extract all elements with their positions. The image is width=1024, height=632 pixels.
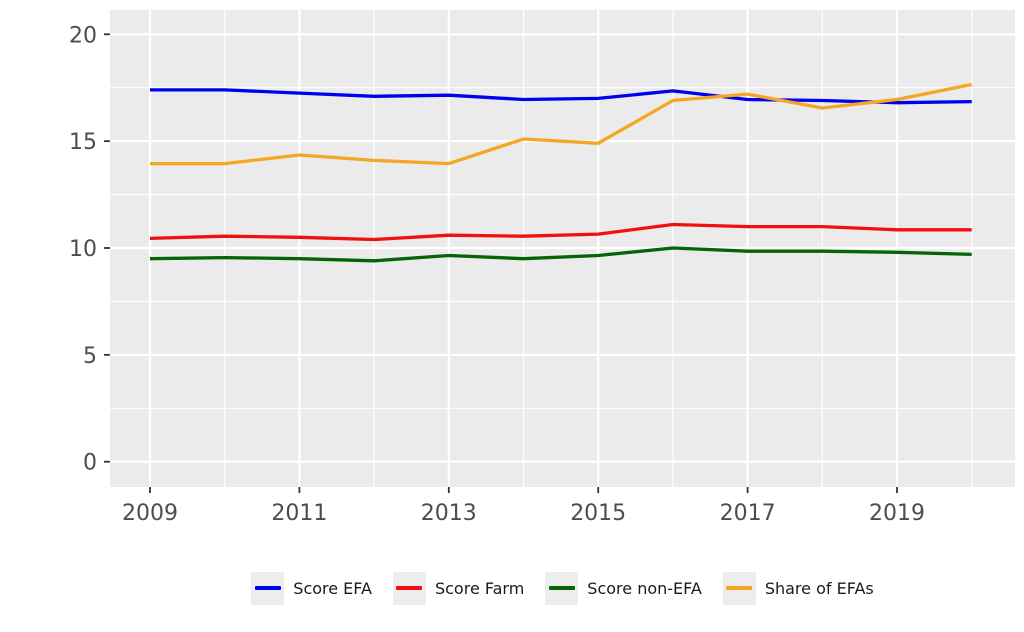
x-tick-label: 2017 — [720, 501, 776, 526]
legend-key-box — [392, 571, 426, 605]
legend-label-score-non-efa: Score non-EFA — [587, 578, 702, 598]
legend-label-score-farm: Score Farm — [434, 578, 525, 598]
y-tick-label: 10 — [69, 237, 97, 262]
x-tick-label: 2015 — [570, 501, 626, 526]
y-tick-label: 20 — [69, 23, 97, 48]
y-tick-label: 15 — [69, 130, 97, 155]
legend-label-share-of-efas: Share of EFAs — [764, 578, 874, 598]
series-line-share-of-efas — [150, 82, 973, 166]
legend-item-score-farm: Score Farm — [392, 571, 525, 605]
score-non-efa-line-icon — [548, 586, 575, 590]
legend-key-box — [722, 571, 756, 605]
score-farm-line-icon — [396, 586, 423, 590]
legend-item-score-non-efa: Score non-EFA — [545, 571, 702, 605]
y-tick-label: 5 — [83, 344, 97, 369]
x-tick-label: 2013 — [421, 501, 477, 526]
legend-item-score-efa: Score EFA — [251, 571, 372, 605]
legend: Score EFA Score Farm Score non-EFA Share… — [110, 570, 1015, 606]
y-tick-label: 0 — [83, 451, 97, 476]
share-of-efas-line-icon — [726, 586, 753, 590]
legend-item-share-of-efas: Share of EFAs — [722, 571, 874, 605]
series-line-score-non-efa — [149, 246, 972, 263]
legend-key-box — [545, 571, 579, 605]
legend-key-box — [251, 571, 285, 605]
legend-label-score-efa: Score EFA — [293, 578, 372, 598]
series-line-score-farm — [149, 222, 972, 242]
series-line-score-efa — [150, 88, 972, 105]
score-efa-line-icon — [254, 586, 281, 590]
x-tick-label: 2011 — [271, 501, 327, 526]
x-tick-label: 2009 — [122, 501, 178, 526]
x-tick-label: 2019 — [869, 501, 925, 526]
